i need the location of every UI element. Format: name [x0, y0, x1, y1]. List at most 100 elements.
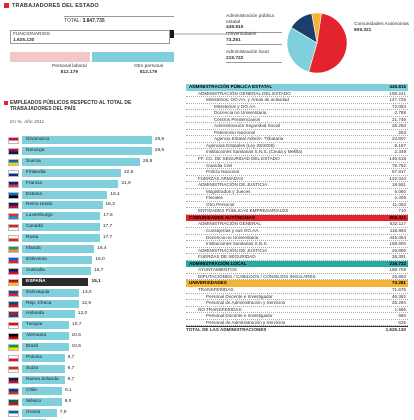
country-row: Noruega 29,5 — [4, 146, 164, 155]
country-value: 12,0 — [77, 311, 88, 317]
funcionarios-label: FUNCIONARIOS — [13, 32, 50, 37]
row-value: 122.344 — [389, 175, 406, 181]
table-row: TOTAL DE LAS ADMINISTRACIONES 1.625.130 — [186, 326, 408, 333]
country-name: Australia — [26, 267, 45, 273]
row-label: Docencia no Universitaria — [214, 110, 267, 116]
country-bar — [22, 234, 100, 243]
row-value: 146.518 — [389, 156, 406, 162]
row-value: 8.167 — [394, 142, 407, 148]
row-label: Consejerías y sus OO.AA. — [206, 228, 260, 234]
country-name: Estonia — [26, 191, 42, 197]
country-name: Luxemburgo — [26, 213, 53, 219]
row-label: ADMINISTRACIÓN GENERAL — [198, 221, 262, 227]
row-label: Patrimonio Nacional — [214, 129, 256, 135]
row-value: 26.283 — [391, 123, 406, 129]
country-value: 18,3 — [105, 202, 115, 208]
table-row: Ministerios, OO.AA. y Áreas de actividad… — [186, 97, 408, 104]
pie-label-local-value: 215.722 — [226, 55, 244, 61]
country-value: 10,6 — [71, 333, 81, 339]
flag-icon — [8, 333, 19, 341]
pie-slice — [311, 12, 322, 44]
table-row: Personal Docente e Investigador 960 — [186, 313, 408, 320]
row-value: 215.722 — [389, 260, 406, 266]
country-value: 26,8 — [142, 158, 153, 164]
row-label: NO TRANSFERIDAS — [198, 306, 242, 312]
flag-icon — [8, 267, 19, 275]
row-value: 710 — [398, 208, 406, 214]
table-row: ENTIDADES PÚBLICAS EMPRESARIALES 710 — [186, 208, 408, 215]
country-value: 19,4 — [110, 191, 120, 197]
row-value: 24.807 — [391, 136, 406, 142]
flag-icon — [8, 387, 19, 395]
country-row: Reino Unido 18,3 — [4, 201, 164, 210]
row-value: 1.585 — [394, 306, 407, 312]
country-name: ESPAÑA — [26, 278, 46, 284]
country-value: 10,7 — [72, 322, 82, 328]
country-bar — [22, 190, 108, 199]
table-row: ADMINISTRACIÓN DE JUSTICIA 18.551 — [186, 182, 408, 189]
flag-icon — [8, 235, 19, 243]
table-row: Instituciones Sanitarias S.N.S. 168.900 — [186, 241, 408, 248]
country-name: Holanda — [26, 311, 44, 317]
country-bar — [22, 136, 152, 144]
pie-label-estatal-text: Administración pública estatal — [226, 14, 274, 25]
row-label: ENTIDADES PÚBLICAS EMPRESARIALES — [198, 208, 289, 214]
country-bar — [22, 299, 79, 308]
row-value: 11.053 — [392, 201, 406, 207]
row-value: 809.321 — [389, 214, 406, 220]
country-row: Brasil 10,6 — [4, 343, 164, 352]
flag-icon — [8, 169, 19, 177]
row-value: 78.752 — [391, 162, 406, 168]
flag-icon — [8, 224, 19, 232]
country-row: Suecia 26,8 — [4, 157, 164, 166]
row-label: Centros Penitenciarios — [214, 116, 261, 122]
row-label: Policía Nacional — [206, 169, 239, 175]
row-label: COMUNIDADES AUTÓNOMAS — [189, 214, 255, 220]
country-row: Francia 21,9 — [4, 179, 164, 188]
country-name: México — [26, 398, 42, 404]
row-value: 158.241 — [389, 90, 406, 96]
pie-label-universidades-text: Universidades — [226, 32, 257, 37]
country-row: Irlanda 16,4 — [4, 245, 164, 253]
row-label: Magistrados y Jueces — [206, 188, 251, 194]
row-label: Agencias Estatales (Ley 28/2006) — [206, 142, 275, 148]
country-name: Grecia — [26, 409, 41, 415]
row-label: ADMINISTRACIÓN GENERAL DEL ESTADO — [198, 90, 291, 96]
pie-label-estatal-value: 449.815 — [226, 25, 244, 30]
table-row: COMUNIDADES AUTÓNOMAS 809.321 — [186, 214, 408, 222]
table-row: DIPUTACIONES / CABILDOS / CONSEJOS INSUL… — [186, 274, 408, 281]
table-row: Personal Docente e Investigador 46.382 — [186, 294, 408, 301]
country-value: 16,4 — [97, 246, 107, 251]
country-value: 22,5 — [124, 169, 134, 175]
country-bar — [22, 212, 101, 221]
table-row: TRANSFERIDAS 71.676 — [186, 287, 408, 294]
country-name: Noruega — [26, 147, 45, 153]
country-row: Polonia 9,7 — [4, 354, 164, 362]
row-label: Personal Docente e Investigador — [206, 313, 273, 319]
flag-icon — [8, 398, 19, 406]
row-value: 72.053 — [391, 103, 406, 109]
pie-label-ccaa: Comunidades Autónomas 809.321 — [354, 22, 412, 33]
country-bar — [22, 146, 152, 155]
country-name: Francia — [26, 180, 42, 186]
row-value: 253 — [398, 129, 406, 135]
row-value: 625 — [398, 319, 406, 325]
flag-icon — [8, 365, 19, 373]
row-label: UNIVERSIDADES — [189, 280, 227, 286]
country-row: Suiza 9,7 — [4, 364, 164, 373]
flag-icon — [8, 355, 19, 362]
flag-icon — [8, 147, 19, 155]
total-value: 3.847.735 — [82, 18, 105, 24]
country-name: Irlanda — [26, 246, 41, 251]
country-name: Suiza — [26, 365, 38, 371]
table-row: ADMINISTRACIÓN PÚBLICA ESTATAL 449.815 — [186, 84, 408, 91]
table-row: UNIVERSIDADES 73.281 — [186, 280, 408, 287]
country-bar — [22, 288, 80, 297]
funcionarios-value: 1.625.130 — [13, 37, 35, 43]
table-row: ADMINISTRACIÓN LOCAL 215.722 — [186, 260, 408, 268]
pie-label-local: Administración local 215.722 — [226, 50, 282, 63]
split-bar — [10, 52, 174, 62]
country-row: Turquía 10,7 — [4, 321, 164, 330]
row-value: 26.391 — [391, 254, 406, 260]
country-value: 9,7 — [67, 376, 75, 382]
